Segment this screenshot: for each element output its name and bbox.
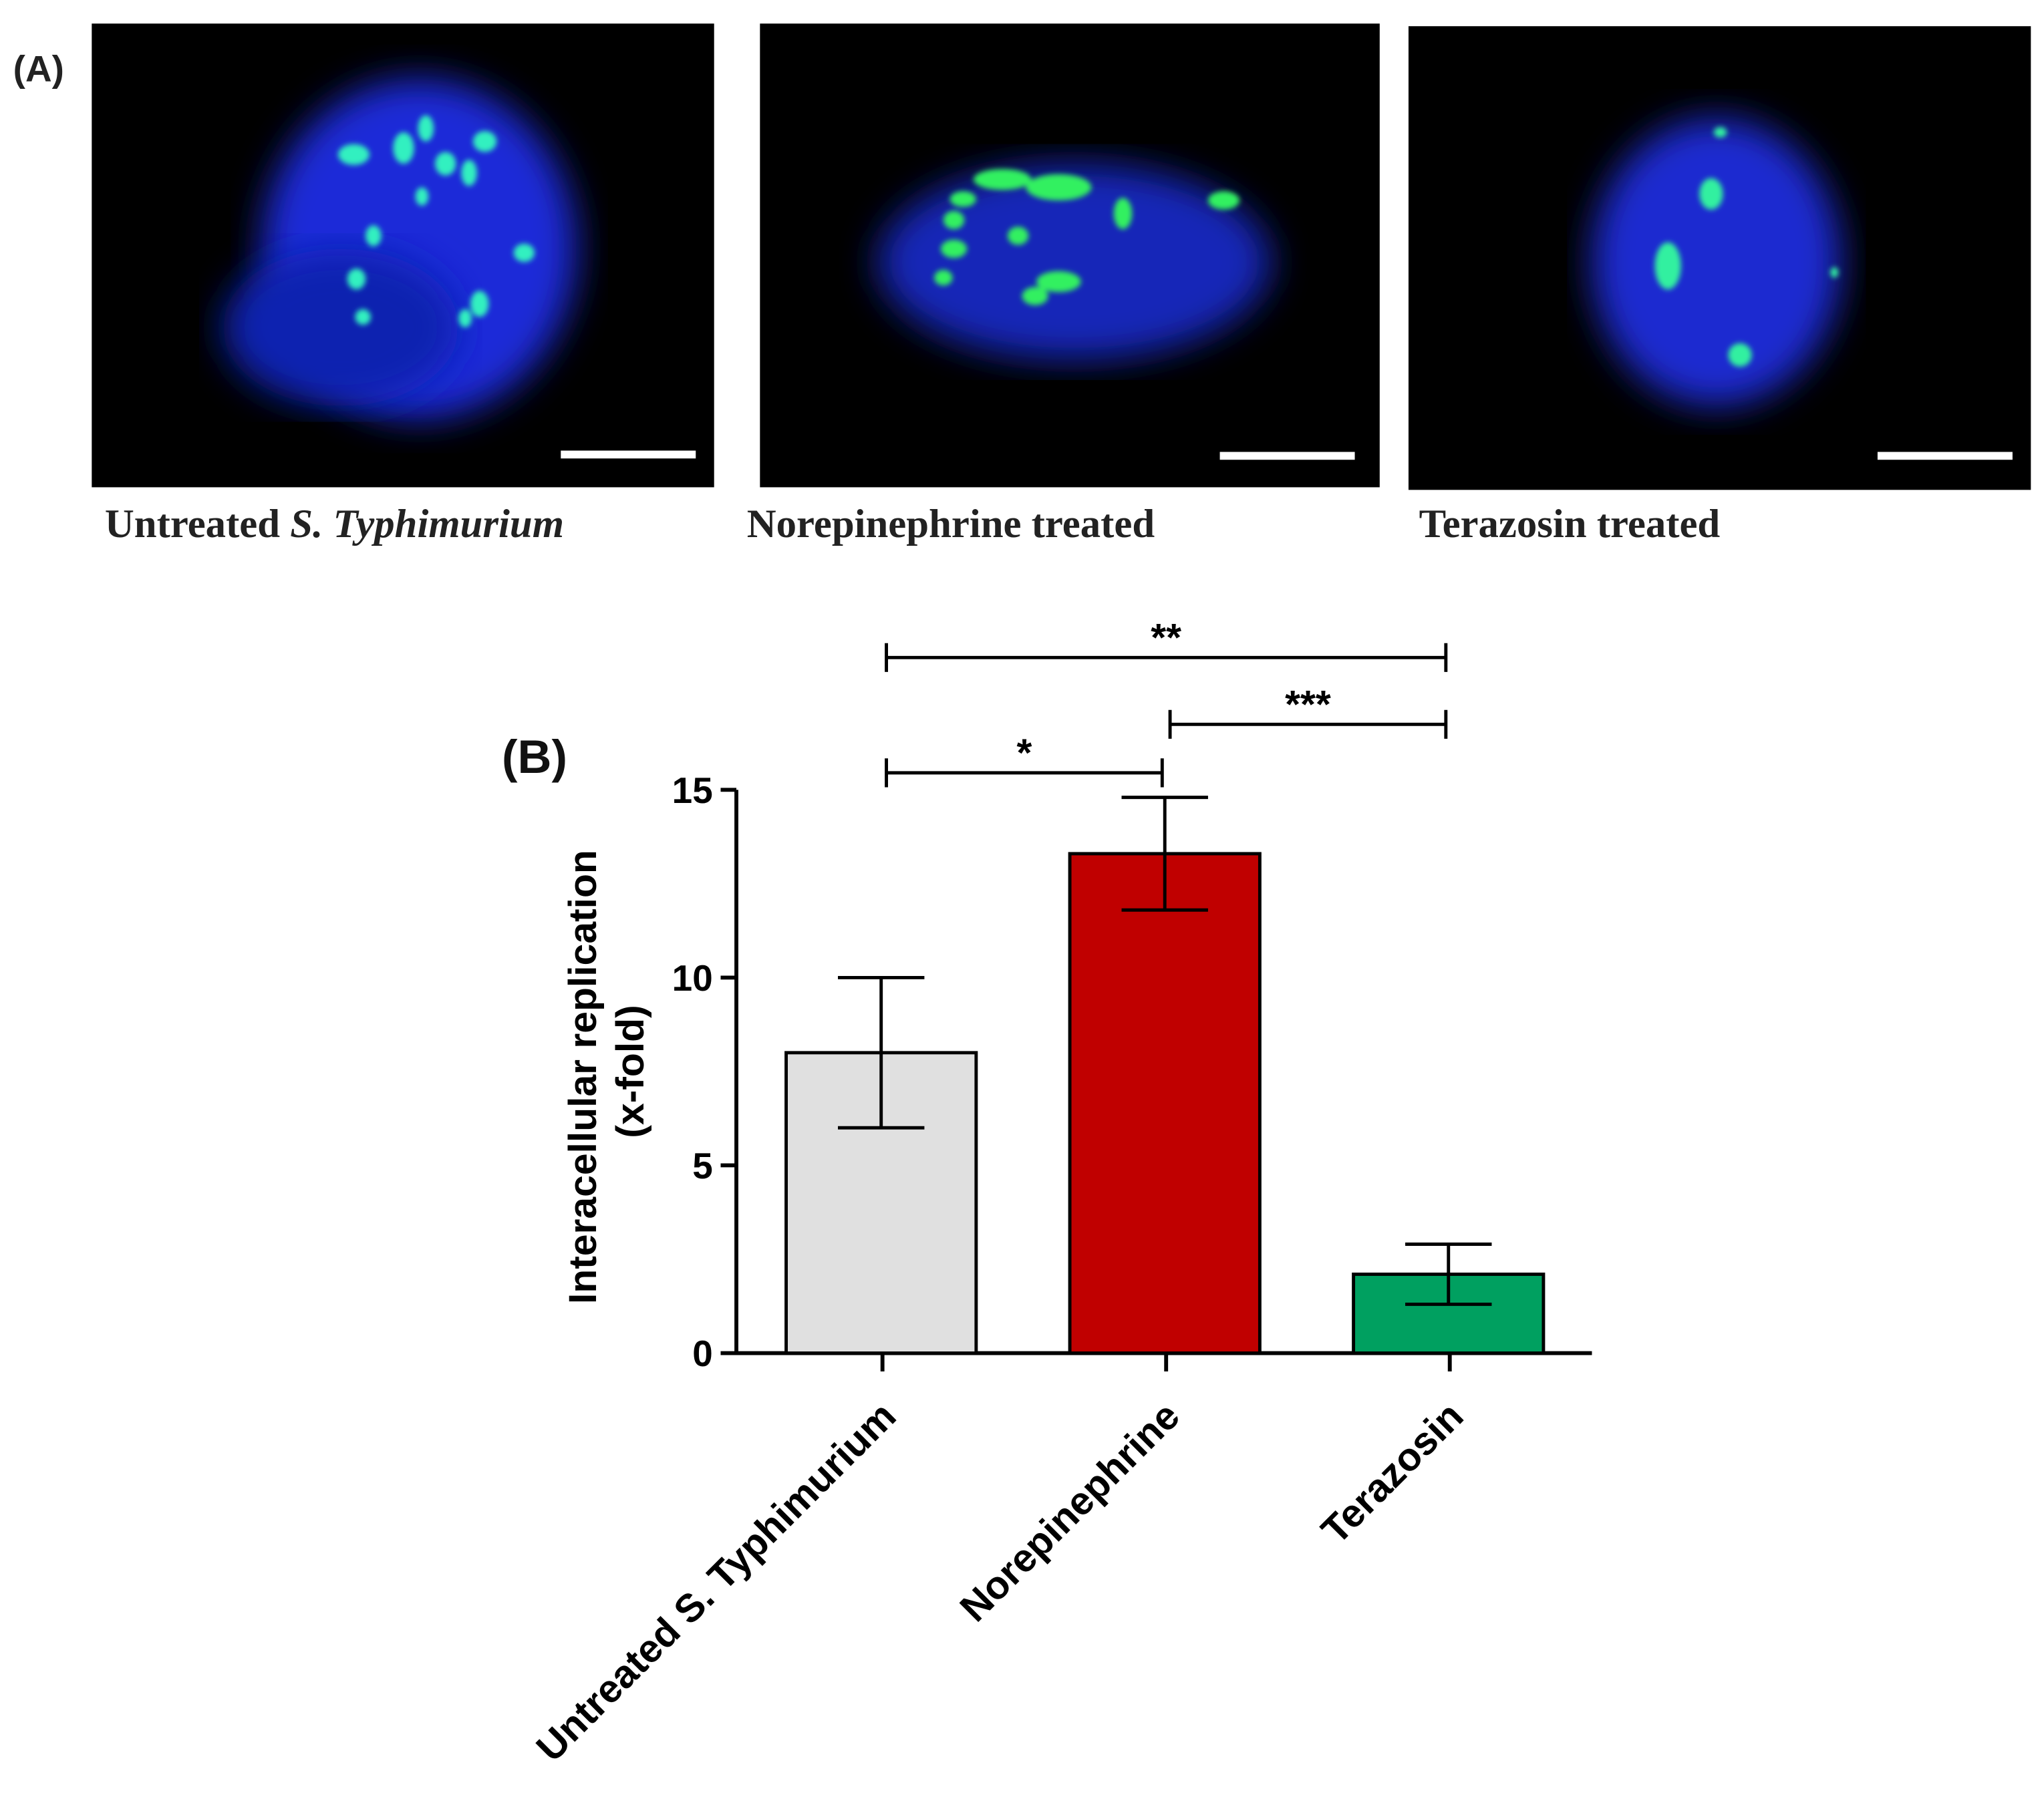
significance-bracket: [885, 758, 1164, 788]
bar: [1068, 852, 1262, 1355]
panel-label: (B): [502, 730, 567, 783]
image-caption: Untreated S. Typhimurium: [105, 502, 564, 546]
x-tick-label: Norepinephrine: [952, 1394, 1188, 1630]
y-tick-label: 15: [672, 770, 713, 811]
y-tick-label: 10: [672, 957, 713, 999]
caption-text: Untreated: [105, 502, 290, 546]
significance-bracket: [885, 643, 1448, 672]
caption-italic: S. Typhimurium: [290, 502, 564, 546]
y-axis-title: Interacellular replication (x-fold): [561, 839, 652, 1304]
x-tick-label: Untreated S. Typhimurium: [529, 1394, 905, 1770]
significance-label: ***: [1285, 683, 1331, 727]
error-bar: [1405, 1243, 1492, 1306]
micrograph: [92, 23, 714, 488]
image-caption: Terazosin treated: [1419, 502, 1721, 546]
y-axis-title-line: Interacellular replication: [561, 850, 605, 1304]
panel-label: (A): [13, 48, 64, 90]
micrograph: [760, 23, 1380, 488]
error-bar: [838, 975, 925, 1130]
y-tick-label: 5: [692, 1145, 713, 1186]
error-bar: [1121, 796, 1208, 912]
y-tick-label: 0: [692, 1333, 713, 1374]
significance-label: **: [1151, 617, 1181, 660]
significance-bracket: [1168, 709, 1448, 739]
image-caption: Norepinephrine treated: [747, 502, 1155, 546]
y-axis-title-line: (x-fold): [609, 1005, 652, 1138]
x-tick-label: Terazosin: [1313, 1394, 1471, 1552]
significance-label: *: [1016, 731, 1032, 775]
micrograph: [1408, 26, 2031, 490]
